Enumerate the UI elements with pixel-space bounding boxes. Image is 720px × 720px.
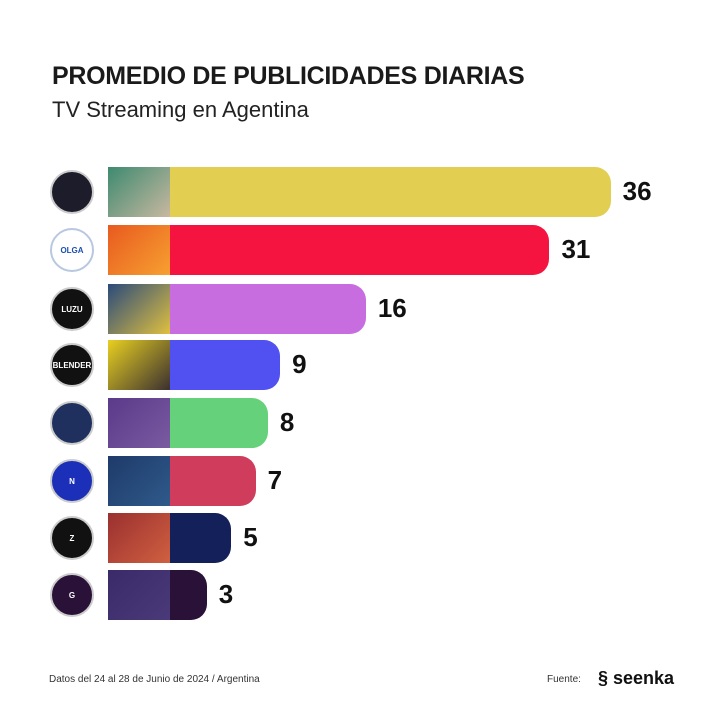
thumbnail-image [108, 167, 170, 217]
channel-logo-icon: BLENDER [50, 343, 94, 387]
thumbnail-image [108, 340, 170, 390]
data-label: 16 [377, 293, 407, 323]
channel-logo-icon: N [50, 459, 94, 503]
thumbnail-image [108, 456, 170, 506]
thumbnail-image [108, 513, 170, 563]
data-label: 5 [243, 522, 258, 552]
data-label: 9 [292, 349, 307, 379]
channel-logo-icon: OLGA [50, 228, 94, 272]
bar [108, 284, 366, 334]
channel-logo-icon: G [50, 573, 94, 617]
data-label: 7 [267, 465, 283, 495]
thumbnail-image [108, 570, 170, 620]
channel-logo-icon: LUZU [50, 287, 94, 331]
data-label: 8 [279, 407, 295, 437]
data-footnote: Datos del 24 al 28 de Junio de 2024 / Ar… [49, 674, 260, 685]
bar-row: 36 [0, 167, 720, 217]
thumbnail-image [108, 284, 170, 334]
bar-row: LUZU 16 [0, 284, 720, 334]
bar-row: BLENDER 9 [0, 340, 720, 390]
brand-name: seenka [613, 668, 675, 688]
bar [108, 225, 550, 275]
bar [108, 513, 232, 563]
bar [108, 570, 207, 620]
channel-logo-icon [50, 170, 94, 214]
bar-row: 8 [0, 398, 720, 448]
bar-row: OLGA 31 [0, 225, 720, 275]
thumbnail-image [108, 225, 170, 275]
channel-logo-icon: Z [50, 516, 94, 560]
bar [108, 398, 268, 448]
bar [108, 167, 611, 217]
bar [108, 456, 256, 506]
brand-logo: § seenka [598, 668, 674, 689]
chart-title: PROMEDIO DE PUBLICIDADES DIARIAS [52, 62, 525, 90]
data-label: 3 [218, 579, 234, 609]
data-label: 36 [622, 176, 652, 206]
bar [108, 340, 281, 390]
source-label: Fuente: [547, 674, 581, 685]
thumbnail-image [108, 398, 170, 448]
channel-logo-icon [50, 401, 94, 445]
chart-subtitle: TV Streaming en Agentina [52, 97, 309, 122]
seenka-icon: § [598, 668, 614, 688]
data-label: 31 [561, 234, 591, 264]
